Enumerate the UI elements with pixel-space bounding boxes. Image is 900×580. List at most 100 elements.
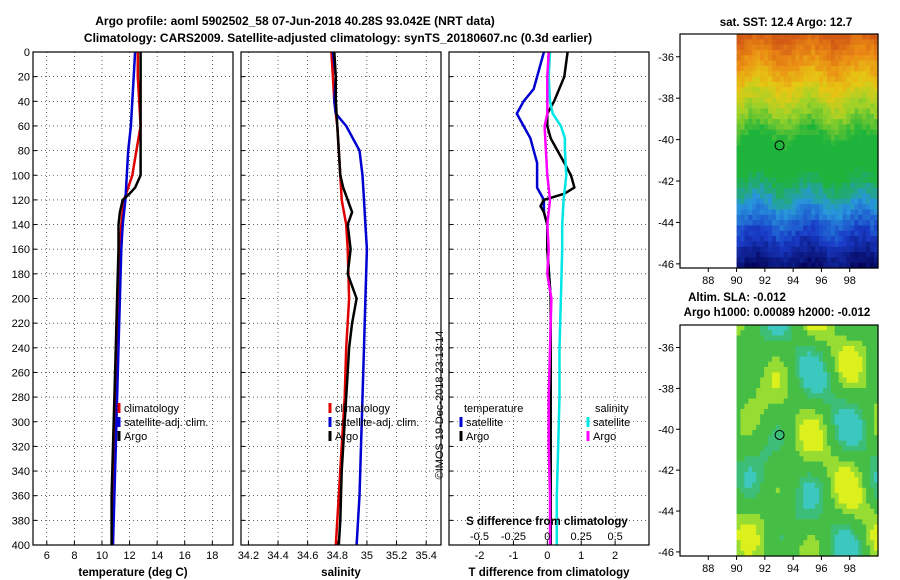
sla-map-cell	[823, 325, 828, 331]
sla-map-cell	[748, 372, 753, 379]
sst-map-cell	[815, 145, 820, 152]
sst-map-cell	[858, 103, 863, 110]
sst-map-cell	[783, 92, 789, 99]
sst-map-cell	[870, 236, 875, 243]
sst-map-cell	[736, 166, 742, 173]
sla-map-cell	[803, 414, 808, 421]
sst-map-cell	[838, 236, 844, 243]
sst-map-cell	[791, 246, 797, 253]
sst-map-cell	[807, 49, 812, 56]
sla-map-cell	[768, 498, 773, 505]
sla-map-cell	[748, 351, 753, 358]
sla-map-cell	[799, 508, 804, 515]
sst-map-cell	[760, 156, 765, 163]
sst-map-cell	[748, 161, 753, 168]
sst-map-cell	[866, 182, 871, 189]
sst-map-cell	[823, 204, 828, 211]
sla-map-cell	[823, 435, 828, 442]
sst-map-cell	[850, 161, 856, 168]
sst-map-cell	[736, 39, 742, 46]
sst-map-cell	[811, 182, 816, 189]
sst-map-cell	[838, 262, 844, 269]
sla-map-cell	[775, 514, 781, 520]
sla-map-cell	[803, 356, 808, 363]
sst-map-cell	[838, 225, 844, 232]
sst-map-cell	[838, 44, 844, 51]
sst-map-cell	[834, 39, 840, 46]
sla-map-cell	[854, 377, 859, 384]
sst-map-cell	[866, 76, 871, 83]
sst-map-cell	[764, 129, 769, 136]
sst-map-cell	[850, 198, 856, 205]
sla-map-cell	[799, 340, 804, 347]
sst-map-cell	[803, 34, 808, 40]
sla-map-cell	[756, 325, 761, 331]
sla-map-cell	[811, 330, 816, 337]
sla-map-cell	[764, 367, 769, 373]
sla-map-cell	[740, 325, 746, 331]
sst-map-cell	[819, 204, 824, 211]
sla-map-cell	[830, 519, 836, 526]
sla-map-cell	[748, 382, 753, 389]
sla-map-cell	[811, 388, 816, 394]
sla-map-cell	[787, 409, 793, 415]
sla-map-cell	[866, 524, 871, 531]
sst-map-cell	[760, 214, 765, 221]
sst-map-cell	[779, 65, 785, 72]
sst-map-cell	[854, 230, 859, 237]
sla-map-cell	[779, 335, 785, 342]
sla-map-cell	[834, 524, 840, 531]
sla-map-cell	[779, 503, 785, 510]
sst-map-cell	[834, 81, 840, 88]
sla-map-cell	[815, 361, 820, 368]
sst-map-cell	[760, 92, 765, 99]
sla-map-cell	[795, 456, 801, 463]
sst-map-cell	[791, 156, 797, 163]
sla-map-cell	[811, 477, 816, 484]
sst-map-cell	[771, 214, 777, 221]
sst-map-cell	[815, 257, 820, 264]
sla-map-cell	[838, 472, 844, 478]
sst-map-cell	[838, 92, 844, 99]
sla-map-cell	[760, 519, 765, 526]
sla-map-cell	[819, 398, 824, 405]
sst-map-cell	[838, 188, 844, 195]
sla-map-cell	[842, 514, 848, 520]
sla-map-cell	[799, 330, 804, 337]
sla-map-cell	[752, 477, 757, 484]
sla-map-cell	[775, 414, 781, 421]
sla-map-cell	[764, 330, 769, 337]
sla-map-cell	[795, 367, 801, 373]
sst-map-cell	[842, 140, 848, 147]
sla-map-cell	[748, 356, 753, 363]
sla-map-cell	[826, 514, 832, 520]
sla-map-cell	[764, 540, 769, 547]
sst-map-cell	[764, 135, 769, 141]
sla-map-cell	[823, 487, 828, 494]
sst-map-cell	[752, 193, 757, 200]
sla-map-cell	[850, 550, 856, 557]
sst-map-cell	[768, 225, 773, 232]
sst-map-cell	[858, 55, 863, 62]
sla-map-cell	[858, 356, 863, 363]
sst-map-cell	[834, 241, 840, 248]
sla-map-cell	[866, 535, 871, 541]
sst-map-cell	[799, 193, 804, 200]
sla-map-cell	[830, 330, 836, 337]
sst-map-cell	[799, 236, 804, 243]
x-tick-label: -1	[509, 550, 519, 562]
sla-map-cell	[799, 456, 804, 463]
sla-map-cell	[823, 388, 828, 394]
sla-map-cell	[807, 340, 812, 347]
sla-map-cell	[775, 477, 781, 484]
sla-map-cell	[764, 435, 769, 442]
sla-map-cell	[870, 519, 875, 526]
sla-map-cell	[768, 388, 773, 394]
sla-map-cell	[870, 524, 875, 531]
sst-map-cell	[858, 151, 863, 157]
sst-map-cell	[862, 230, 867, 237]
sst-map-cell	[834, 257, 840, 264]
sla-map-cell	[752, 419, 757, 426]
sst-map-cell	[748, 230, 753, 237]
